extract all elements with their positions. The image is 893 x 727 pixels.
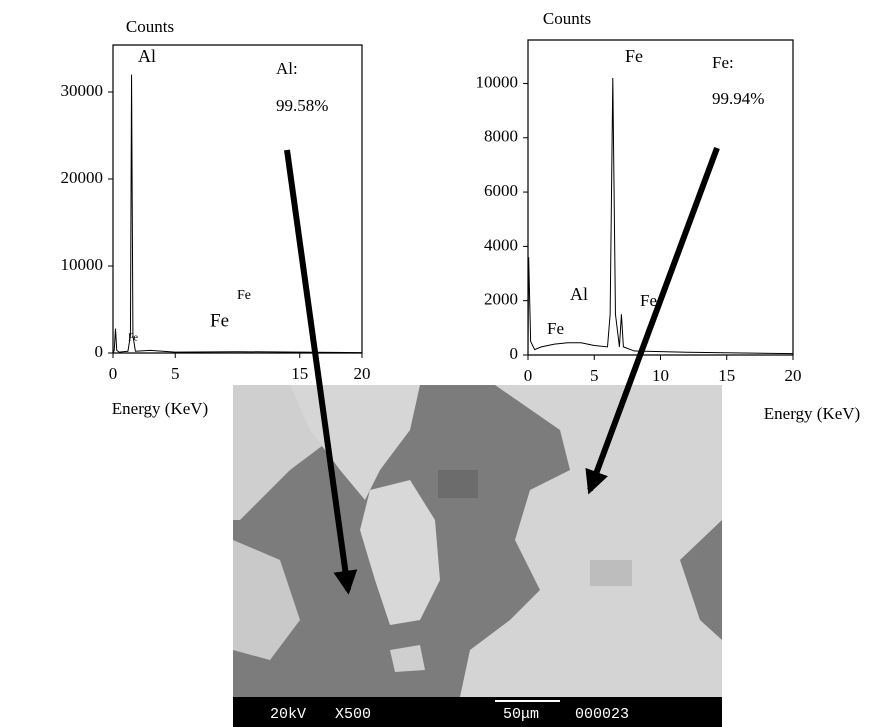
sem-label: 50μm xyxy=(503,706,539,723)
spectrum-line xyxy=(112,74,363,354)
annotation: 99.94% xyxy=(712,89,764,108)
y-tick-label: 0 xyxy=(510,344,519,363)
y-axis-label: Counts xyxy=(126,17,174,36)
annotation: 99.58% xyxy=(276,96,328,115)
y-tick-label: 30000 xyxy=(61,81,104,100)
y-tick-label: 8000 xyxy=(484,127,518,146)
arrow xyxy=(284,149,358,595)
annotation: Fe xyxy=(640,291,657,310)
x-tick-label: 10 xyxy=(652,366,669,385)
x-tick-label: 15 xyxy=(718,366,735,385)
x-tick-label: 20 xyxy=(354,364,371,383)
y-tick-label: 4000 xyxy=(484,235,518,254)
annotation: Fe xyxy=(128,332,139,343)
spectrum-line xyxy=(527,78,794,356)
annotation: Al: xyxy=(276,59,298,78)
x-tick-label: 5 xyxy=(590,366,599,385)
y-axis-label: Counts xyxy=(543,9,591,28)
annotation: Fe xyxy=(210,310,229,331)
sem-label: 20kV xyxy=(270,706,306,723)
annotation: Fe xyxy=(237,288,251,303)
arrow xyxy=(585,146,720,495)
y-tick-label: 10000 xyxy=(476,72,519,91)
x-tick-label: 20 xyxy=(785,366,802,385)
sem-label: 000023 xyxy=(575,706,629,723)
sem-image: 20kV X500 50μm 000023 xyxy=(233,385,722,727)
annotation: Al xyxy=(138,46,156,66)
x-tick-label: 0 xyxy=(109,364,118,383)
plot-frame xyxy=(527,39,794,356)
x-axis-label: Energy (KeV) xyxy=(112,399,208,418)
x-axis-label: Energy (KeV) xyxy=(764,404,860,423)
annotation: Fe xyxy=(625,46,643,66)
sem-label: X500 xyxy=(335,706,371,723)
plot-frame xyxy=(112,44,363,354)
annotation: Al xyxy=(570,284,588,304)
y-tick-label: 10000 xyxy=(61,255,104,274)
y-tick-label: 0 xyxy=(95,342,104,361)
annotation: Fe: xyxy=(712,53,734,72)
x-tick-label: 0 xyxy=(524,366,533,385)
y-tick-label: 2000 xyxy=(484,290,518,309)
y-tick-label: 20000 xyxy=(61,168,104,187)
x-tick-label: 5 xyxy=(171,364,180,383)
x-tick-label: 15 xyxy=(291,364,308,383)
y-tick-label: 6000 xyxy=(484,181,518,200)
annotation: Fe xyxy=(547,319,564,338)
